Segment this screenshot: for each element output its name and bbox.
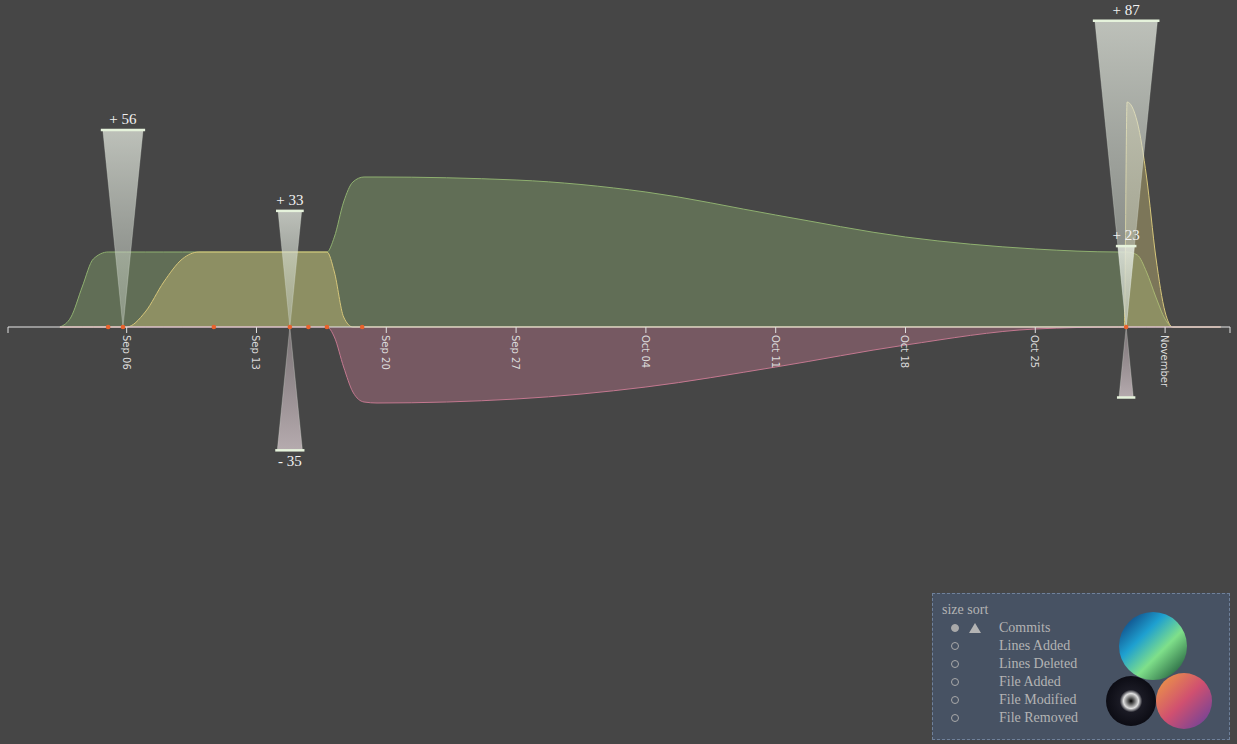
- svg-text:Oct 11: Oct 11: [770, 335, 781, 368]
- svg-text:Sep 13: Sep 13: [250, 335, 261, 370]
- svg-text:Sep 20: Sep 20: [380, 335, 391, 370]
- svg-text:Oct 04: Oct 04: [640, 335, 651, 368]
- svg-text:Oct 25: Oct 25: [1029, 335, 1040, 368]
- svg-text:+ 56: + 56: [109, 111, 137, 127]
- svg-text:Oct 18: Oct 18: [899, 335, 910, 368]
- svg-text:November: November: [1159, 335, 1170, 388]
- svg-text:- 35: - 35: [278, 453, 302, 469]
- svg-text:+ 33: + 33: [276, 192, 303, 208]
- svg-text:Sep 27: Sep 27: [510, 335, 521, 370]
- html-text:File Modified: File Modified: [999, 692, 1077, 707]
- html-text:Lines Deleted: Lines Deleted: [999, 656, 1078, 671]
- html-text:File Removed: File Removed: [999, 710, 1078, 725]
- svg-text:Sep 06: Sep 06: [121, 335, 132, 370]
- svg-text:+ 87: + 87: [1113, 2, 1141, 18]
- html-text:Lines Added: Lines Added: [999, 638, 1071, 653]
- svg-text:+ 23: + 23: [1113, 227, 1140, 243]
- html-text:size sort: size sort: [942, 602, 989, 617]
- html-text:File Added: File Added: [999, 674, 1061, 689]
- html-text:Commits: Commits: [999, 620, 1051, 635]
